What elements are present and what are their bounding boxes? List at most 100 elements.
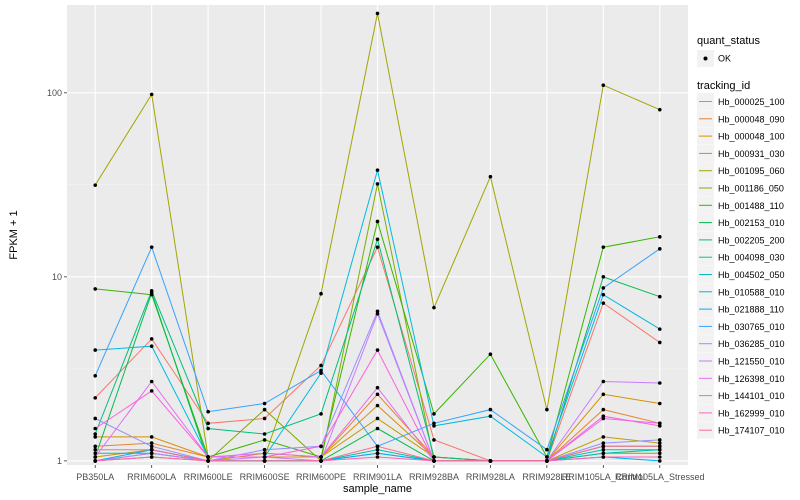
- data-point: [657, 401, 662, 406]
- x-tick-label: RRIM600LE: [184, 472, 233, 482]
- data-point: [545, 407, 549, 412]
- series-points: [93, 11, 662, 463]
- data-point: [375, 168, 380, 172]
- data-point: [319, 291, 323, 296]
- legend-label: Hb_000048_100: [718, 132, 785, 142]
- data-point: [375, 403, 380, 408]
- data-point: [488, 352, 493, 356]
- data-point: [375, 237, 380, 242]
- data-point: [262, 451, 267, 456]
- legend-label: Hb_004502_050: [718, 270, 785, 280]
- data-point: [262, 447, 267, 452]
- legend-label: Hb_002153_010: [718, 218, 785, 228]
- data-point: [375, 311, 380, 316]
- legend-label: Hb_010588_010: [718, 287, 785, 297]
- data-point: [601, 245, 606, 249]
- data-point: [149, 245, 154, 249]
- data-point: [545, 447, 549, 452]
- data-point: [375, 11, 380, 16]
- data-point: [206, 426, 210, 431]
- data-point: [319, 459, 323, 463]
- data-point: [488, 174, 493, 179]
- data-point: [262, 438, 267, 442]
- data-point: [601, 447, 606, 452]
- data-point: [601, 407, 606, 412]
- data-point: [93, 432, 98, 436]
- x-tick-label: PB350LA: [76, 472, 114, 482]
- legend-label: Hb_036285_010: [718, 339, 785, 349]
- data-point: [375, 444, 380, 449]
- x-tick-label: RRIM928LE: [522, 472, 571, 482]
- data-point: [601, 414, 606, 418]
- data-point: [206, 421, 210, 426]
- data-point: [262, 432, 267, 436]
- data-point: [657, 459, 662, 463]
- data-point: [375, 447, 380, 452]
- data-point: [657, 438, 662, 442]
- data-point: [149, 435, 154, 439]
- data-point: [206, 459, 210, 463]
- legend-label: Hb_000048_090: [718, 114, 785, 124]
- x-axis: PB350LA RRIM600LA RRIM600LE RRIM600SE RRIM60…: [76, 465, 705, 482]
- data-point: [93, 183, 98, 187]
- data-point: [601, 444, 606, 449]
- data-point: [375, 426, 380, 431]
- data-point: [149, 451, 154, 456]
- x-tick-label: RRIM105LA_Control: [562, 472, 645, 482]
- data-point: [206, 409, 210, 414]
- legend-label: Hb_001186_050: [718, 184, 784, 194]
- data-point: [93, 444, 98, 449]
- data-point: [601, 275, 606, 279]
- data-point: [93, 435, 98, 439]
- data-point: [93, 451, 98, 456]
- data-point: [149, 447, 154, 452]
- legend-label: Hb_002205_200: [718, 235, 785, 245]
- data-point: [375, 245, 380, 249]
- data-point: [657, 441, 662, 445]
- data-point: [432, 455, 436, 459]
- data-point: [657, 447, 662, 452]
- data-point: [149, 337, 154, 341]
- data-point: [657, 421, 662, 426]
- data-point: [93, 348, 98, 352]
- data-point: [601, 292, 606, 297]
- legend-quant-status-title: quant_status: [697, 35, 760, 47]
- data-point: [375, 182, 380, 186]
- data-point: [657, 294, 662, 299]
- legend-label: Hb_001488_110: [718, 201, 784, 211]
- y-axis-title: FPKM + 1: [8, 210, 20, 259]
- data-point: [93, 396, 98, 400]
- data-point: [375, 219, 380, 224]
- data-point: [657, 340, 662, 345]
- data-point: [206, 455, 210, 459]
- data-point: [432, 412, 436, 416]
- data-point: [262, 459, 267, 463]
- data-point: [601, 392, 606, 397]
- x-tick-label: RRIM600SE: [240, 472, 290, 482]
- data-point: [262, 455, 267, 459]
- data-point: [432, 424, 436, 428]
- data-point: [93, 455, 98, 459]
- data-point: [149, 389, 154, 393]
- data-point: [319, 455, 323, 459]
- data-point: [93, 447, 98, 452]
- y-tick-label: 100: [47, 88, 62, 98]
- data-point: [375, 309, 380, 314]
- data-point: [432, 421, 436, 426]
- data-point: [601, 379, 606, 384]
- data-point: [601, 301, 606, 305]
- legend-label: Hb_174107_010: [718, 426, 785, 436]
- legend-tracking-title: tracking_id: [697, 80, 750, 92]
- data-point: [657, 381, 662, 385]
- y-tick-label: 10: [52, 272, 62, 282]
- data-point: [375, 385, 380, 390]
- data-point: [375, 392, 380, 397]
- y-tick-label: 1: [57, 456, 62, 466]
- data-point: [93, 373, 98, 378]
- legend-label: Hb_030765_010: [718, 322, 785, 332]
- x-axis-title: sample_name: [343, 483, 412, 495]
- data-point: [657, 444, 662, 449]
- legend-quant-status-point: [703, 56, 708, 61]
- data-point: [262, 407, 267, 412]
